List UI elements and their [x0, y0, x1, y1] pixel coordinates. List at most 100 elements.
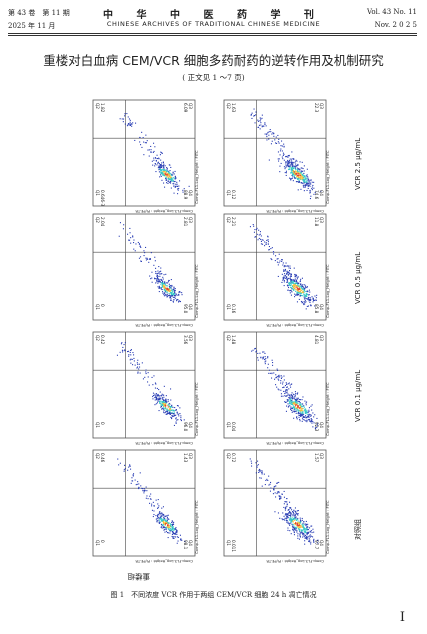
event-dot [158, 517, 160, 519]
event-dot [161, 397, 163, 399]
event-dot [294, 273, 296, 275]
event-dot [278, 138, 280, 140]
event-dot [285, 170, 287, 172]
event-dot [294, 396, 296, 398]
event-dot [160, 166, 162, 168]
event-dot [161, 519, 163, 521]
event-dot [303, 416, 305, 418]
event-dot [300, 177, 302, 179]
event-dot [305, 294, 307, 296]
event-dot [141, 362, 143, 364]
volume-issue-en: Vol. 43 No. 11 [366, 8, 417, 16]
event-dot [278, 374, 280, 376]
event-dot [163, 401, 165, 403]
event-dot [256, 465, 258, 467]
event-dot [286, 516, 288, 518]
event-dot [128, 350, 130, 352]
event-dot [280, 393, 282, 395]
event-dot [180, 417, 182, 419]
event-dot [294, 287, 296, 289]
event-dot [283, 143, 285, 145]
event-dot [162, 524, 164, 526]
event-dot [147, 372, 149, 374]
event-dot [165, 295, 167, 297]
axis-label-y: Comp-FL1-Log_Height : FITC [194, 382, 199, 436]
event-dot [274, 260, 276, 262]
event-dot [297, 171, 299, 173]
event-dot [275, 377, 277, 379]
event-dot [137, 359, 139, 361]
event-dot [286, 498, 288, 500]
event-dot [294, 167, 296, 169]
event-dot [286, 383, 288, 385]
event-dot [268, 249, 270, 251]
event-dot [154, 146, 156, 148]
event-dot [141, 146, 143, 148]
event-dot [277, 141, 279, 143]
event-dot [168, 291, 170, 293]
event-dot [311, 296, 313, 298]
event-dot [175, 531, 177, 533]
event-dot [160, 288, 162, 290]
event-dot [160, 403, 162, 405]
event-dot [173, 412, 175, 414]
event-dot [164, 282, 166, 284]
event-dot [150, 145, 152, 147]
event-dot [289, 501, 291, 503]
event-dot [157, 270, 159, 272]
event-dot [164, 293, 166, 295]
event-dot [285, 519, 287, 521]
event-dot [138, 243, 140, 245]
event-dot [310, 418, 312, 420]
event-dot [138, 486, 140, 488]
event-dot [301, 532, 303, 534]
event-dot [284, 265, 286, 267]
event-dot [138, 487, 140, 489]
event-dot [312, 301, 314, 303]
event-dot [280, 496, 282, 498]
event-dot [164, 290, 166, 292]
event-dot [308, 414, 310, 416]
event-dot [165, 411, 167, 413]
event-dot [145, 486, 147, 488]
event-dot [157, 158, 159, 160]
event-dot [316, 539, 318, 541]
event-dot [165, 287, 167, 289]
event-dot [301, 406, 303, 408]
event-dot [297, 175, 299, 177]
event-dot [289, 514, 291, 516]
event-dot [166, 291, 168, 293]
event-dot [165, 406, 167, 408]
event-dot [126, 125, 128, 127]
event-dot [172, 523, 174, 525]
event-dot [288, 282, 290, 284]
event-dot [293, 161, 295, 163]
event-dot [283, 281, 285, 283]
event-dot [167, 527, 169, 529]
event-dot [169, 413, 171, 415]
event-dot [305, 308, 307, 310]
event-dot [168, 526, 170, 528]
event-dot [163, 401, 165, 403]
quadrant-q4-name: Q4 [188, 422, 193, 428]
event-dot [167, 399, 169, 401]
event-dot [165, 520, 167, 522]
event-dot [299, 176, 301, 178]
event-dot [307, 416, 309, 418]
event-dot [165, 294, 167, 296]
event-dot [276, 482, 278, 484]
event-dot [155, 397, 157, 399]
event-dot [287, 284, 289, 286]
event-dot [159, 165, 161, 167]
event-dot [283, 375, 285, 377]
event-dot [278, 160, 280, 162]
event-dot [296, 416, 298, 418]
event-dot [313, 531, 315, 533]
event-dot [284, 275, 286, 277]
event-dot [131, 125, 133, 127]
event-dot [161, 512, 163, 514]
event-dot [303, 521, 305, 523]
event-dot [172, 406, 174, 408]
event-dot [282, 276, 284, 278]
